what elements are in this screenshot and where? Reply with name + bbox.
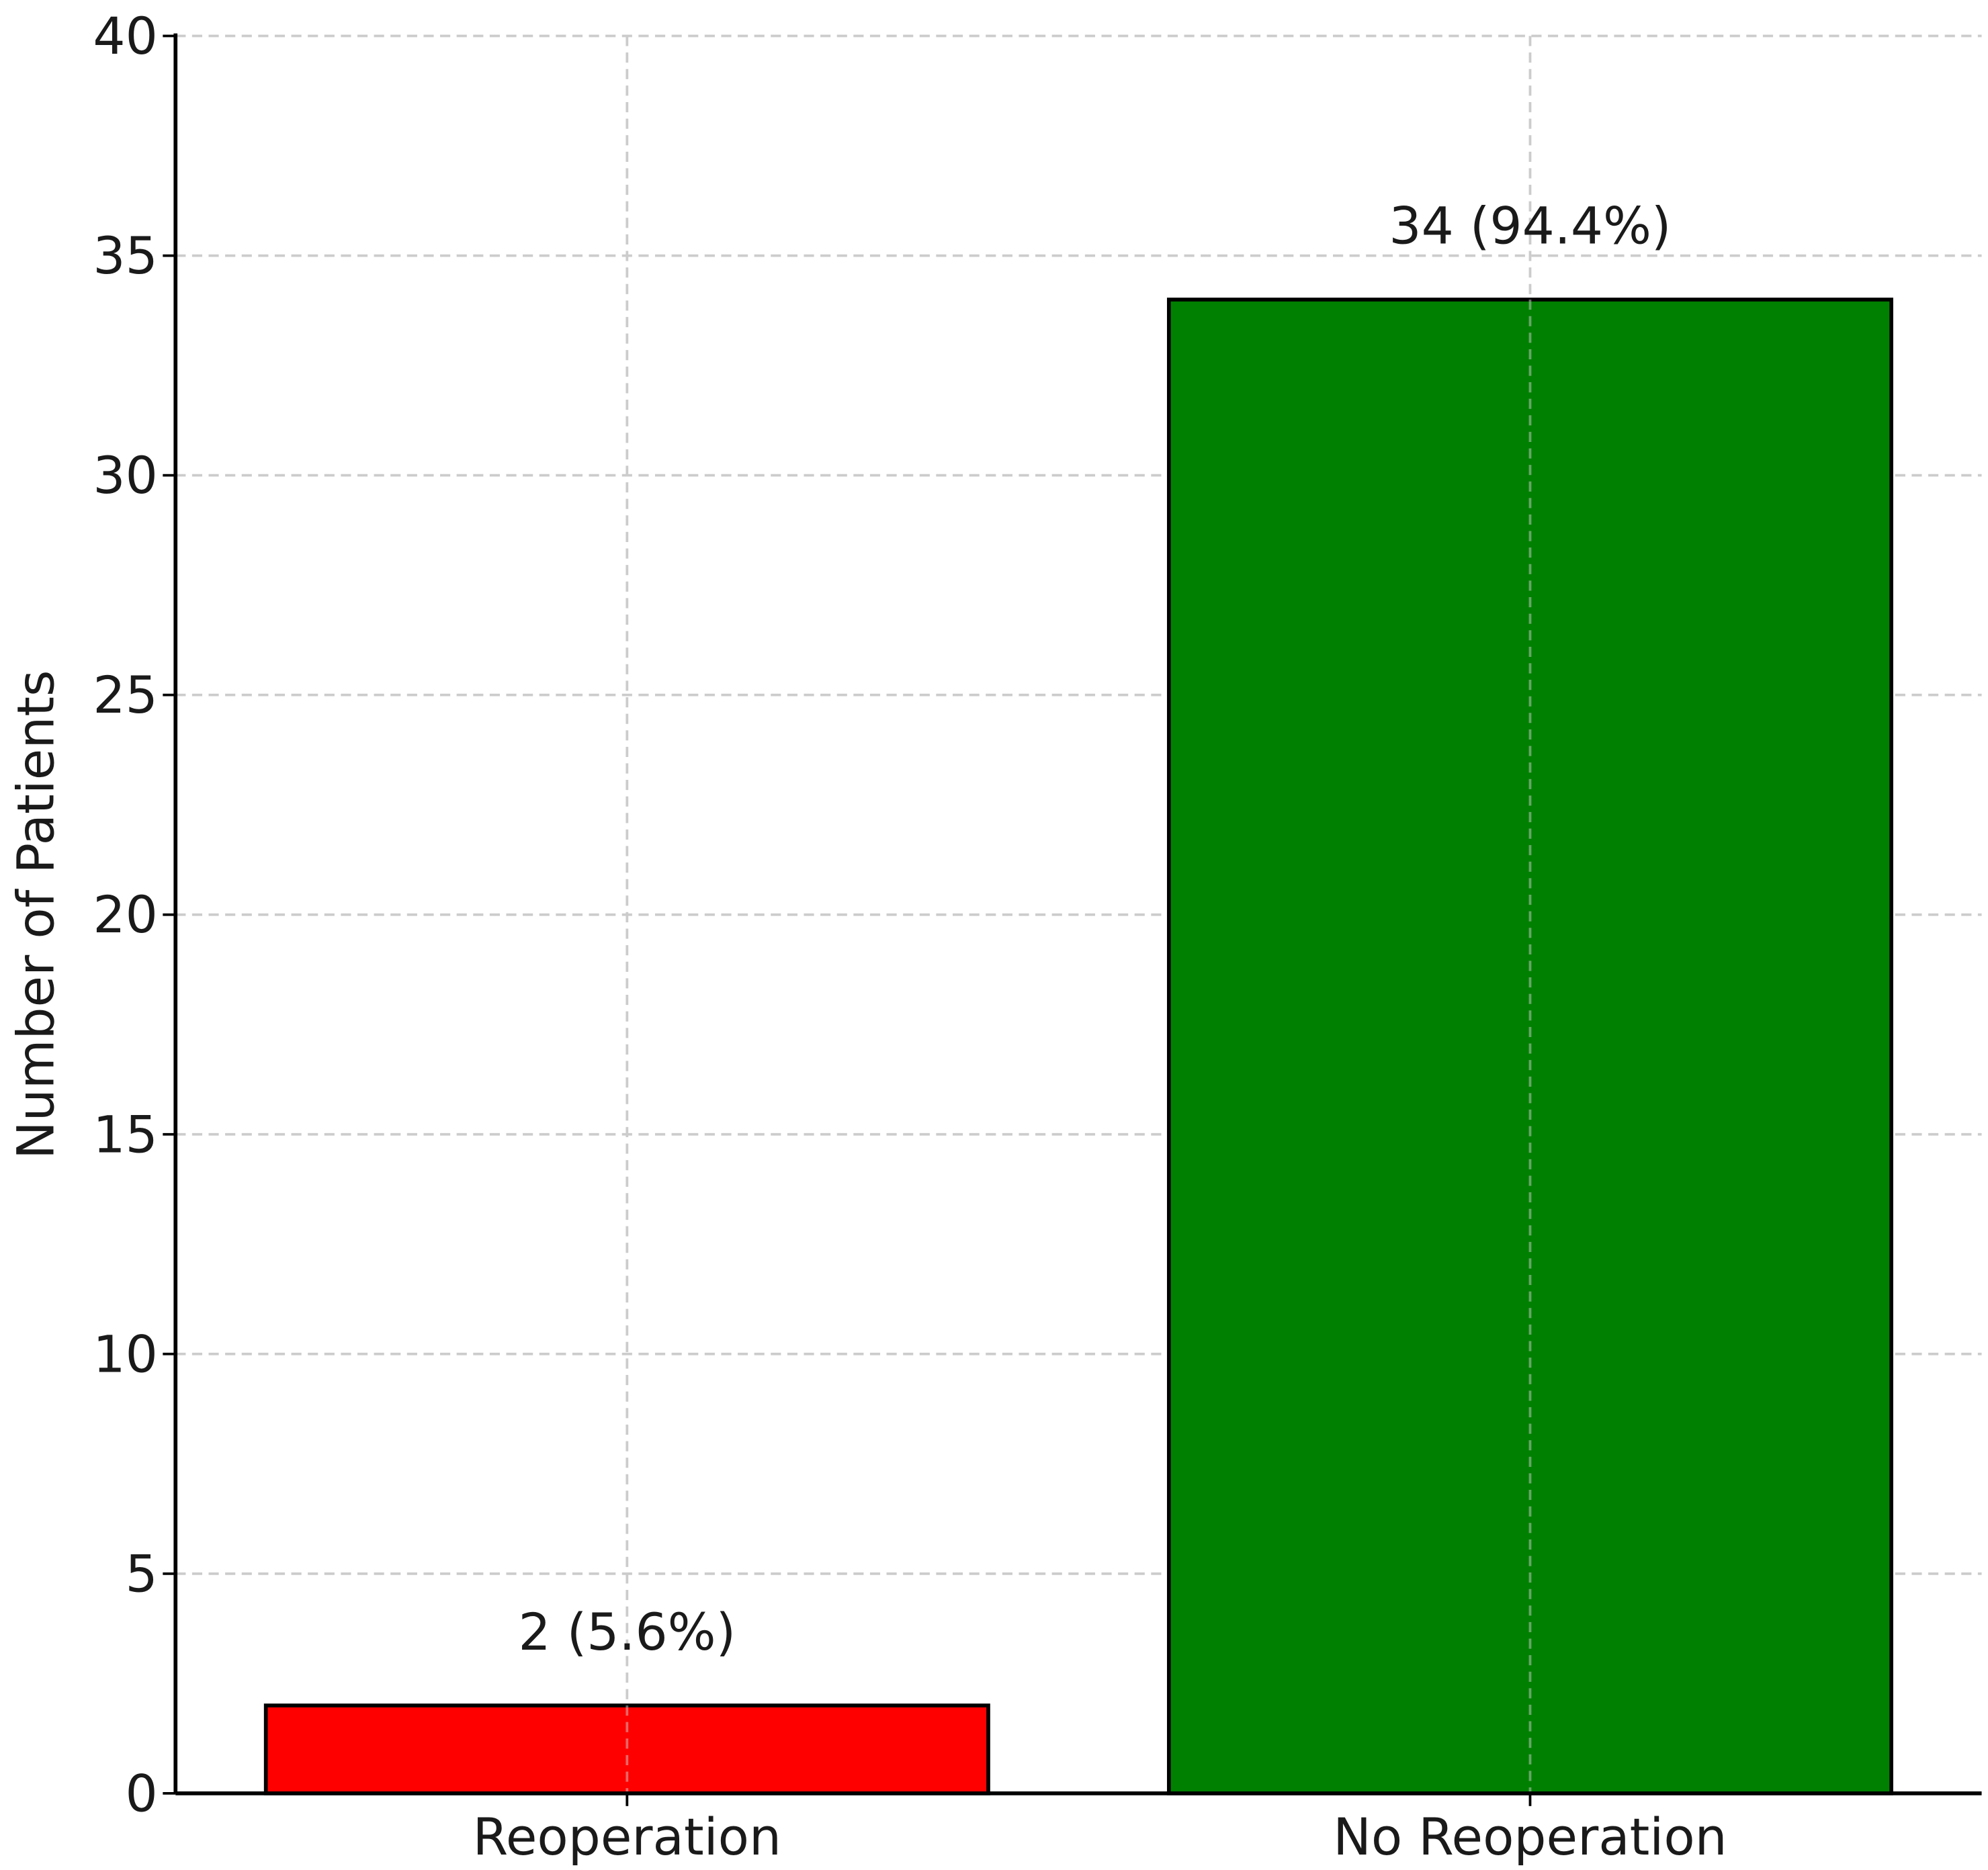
y-tick-label: 5 xyxy=(126,1544,158,1603)
y-tick-label: 15 xyxy=(93,1105,157,1164)
y-axis-label: Number of Patients xyxy=(7,670,66,1159)
y-tick-label: 30 xyxy=(93,446,157,505)
x-tick-label: Reoperation xyxy=(473,1808,781,1867)
value-label: 34 (94.4%) xyxy=(1389,197,1671,256)
y-tick-label: 40 xyxy=(93,7,157,66)
value-label: 2 (5.6%) xyxy=(518,1603,736,1662)
y-tick-label: 20 xyxy=(93,885,157,944)
y-tick-label: 10 xyxy=(93,1325,157,1384)
x-tick-label: No Reoperation xyxy=(1333,1808,1727,1867)
y-tick-label: 25 xyxy=(93,666,157,725)
y-tick-label: 35 xyxy=(93,226,157,285)
y-tick-label: 0 xyxy=(126,1764,158,1823)
